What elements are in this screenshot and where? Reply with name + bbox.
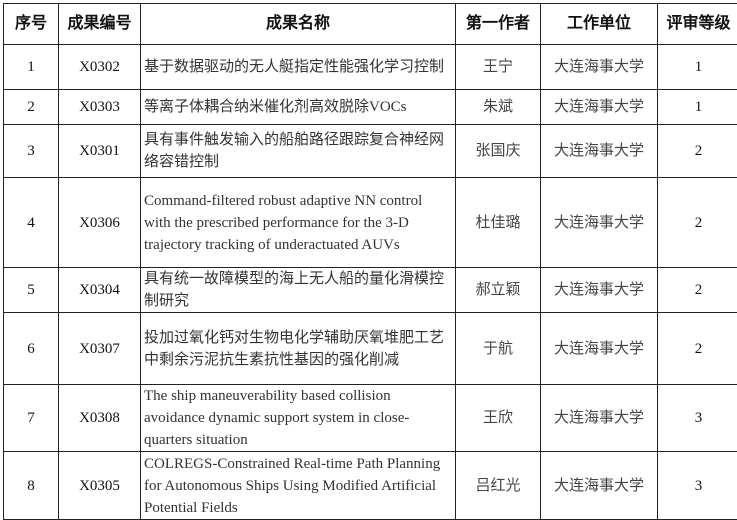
cell-code: X0304 [59, 268, 141, 313]
cell-grade: 3 [658, 385, 737, 452]
cell-author: 朱斌 [456, 90, 541, 125]
header-row: 序号 成果编号 成果名称 第一作者 工作单位 评审等级 [4, 4, 737, 45]
cell-code: X0302 [59, 45, 141, 90]
cell-unit: 大连海事大学 [541, 385, 658, 452]
header-author: 第一作者 [456, 4, 541, 45]
cell-unit: 大连海事大学 [541, 313, 658, 385]
cell-unit: 大连海事大学 [541, 45, 658, 90]
cell-title: 投加过氧化钙对生物电化学辅助厌氧堆肥工艺中剩余污泥抗生素抗性基因的强化削减 [141, 313, 456, 385]
cell-code: X0303 [59, 90, 141, 125]
cell-author: 王欣 [456, 385, 541, 452]
cell-grade: 3 [658, 452, 737, 520]
cell-unit: 大连海事大学 [541, 178, 658, 268]
cell-title: 等离子体耦合纳米催化剂高效脱除VOCs [141, 90, 456, 125]
cell-author: 于航 [456, 313, 541, 385]
cell-unit: 大连海事大学 [541, 125, 658, 178]
cell-grade: 2 [658, 313, 737, 385]
cell-grade: 1 [658, 45, 737, 90]
cell-code: X0308 [59, 385, 141, 452]
cell-no: 5 [4, 268, 59, 313]
cell-no: 1 [4, 45, 59, 90]
cell-author: 王宁 [456, 45, 541, 90]
cell-unit: 大连海事大学 [541, 90, 658, 125]
cell-no: 4 [4, 178, 59, 268]
cell-grade: 2 [658, 125, 737, 178]
cell-title: 具有统一故障模型的海上无人船的量化滑模控制研究 [141, 268, 456, 313]
header-grade: 评审等级 [658, 4, 737, 45]
cell-unit: 大连海事大学 [541, 452, 658, 520]
cell-grade: 2 [658, 268, 737, 313]
header-no: 序号 [4, 4, 59, 45]
cell-author: 杜佳璐 [456, 178, 541, 268]
header-code: 成果编号 [59, 4, 141, 45]
cell-no: 7 [4, 385, 59, 452]
cell-unit: 大连海事大学 [541, 268, 658, 313]
cell-title: 具有事件触发输入的船舶路径跟踪复合神经网络容错控制 [141, 125, 456, 178]
cell-title: The ship maneuverability based collision… [141, 385, 456, 452]
cell-title: COLREGS-Constrained Real-time Path Plann… [141, 452, 456, 520]
cell-code: X0301 [59, 125, 141, 178]
cell-code: X0305 [59, 452, 141, 520]
cell-no: 3 [4, 125, 59, 178]
cell-author: 吕红光 [456, 452, 541, 520]
cell-title: 基于数据驱动的无人艇指定性能强化学习控制 [141, 45, 456, 90]
cell-author: 张国庆 [456, 125, 541, 178]
cell-no: 8 [4, 452, 59, 520]
cell-grade: 2 [658, 178, 737, 268]
cell-no: 2 [4, 90, 59, 125]
header-title: 成果名称 [141, 4, 456, 45]
cell-author: 郝立颖 [456, 268, 541, 313]
cell-grade: 1 [658, 90, 737, 125]
header-unit: 工作单位 [541, 4, 658, 45]
cell-code: X0306 [59, 178, 141, 268]
cell-title: Command-filtered robust adaptive NN cont… [141, 178, 456, 268]
cell-code: X0307 [59, 313, 141, 385]
cell-no: 6 [4, 313, 59, 385]
